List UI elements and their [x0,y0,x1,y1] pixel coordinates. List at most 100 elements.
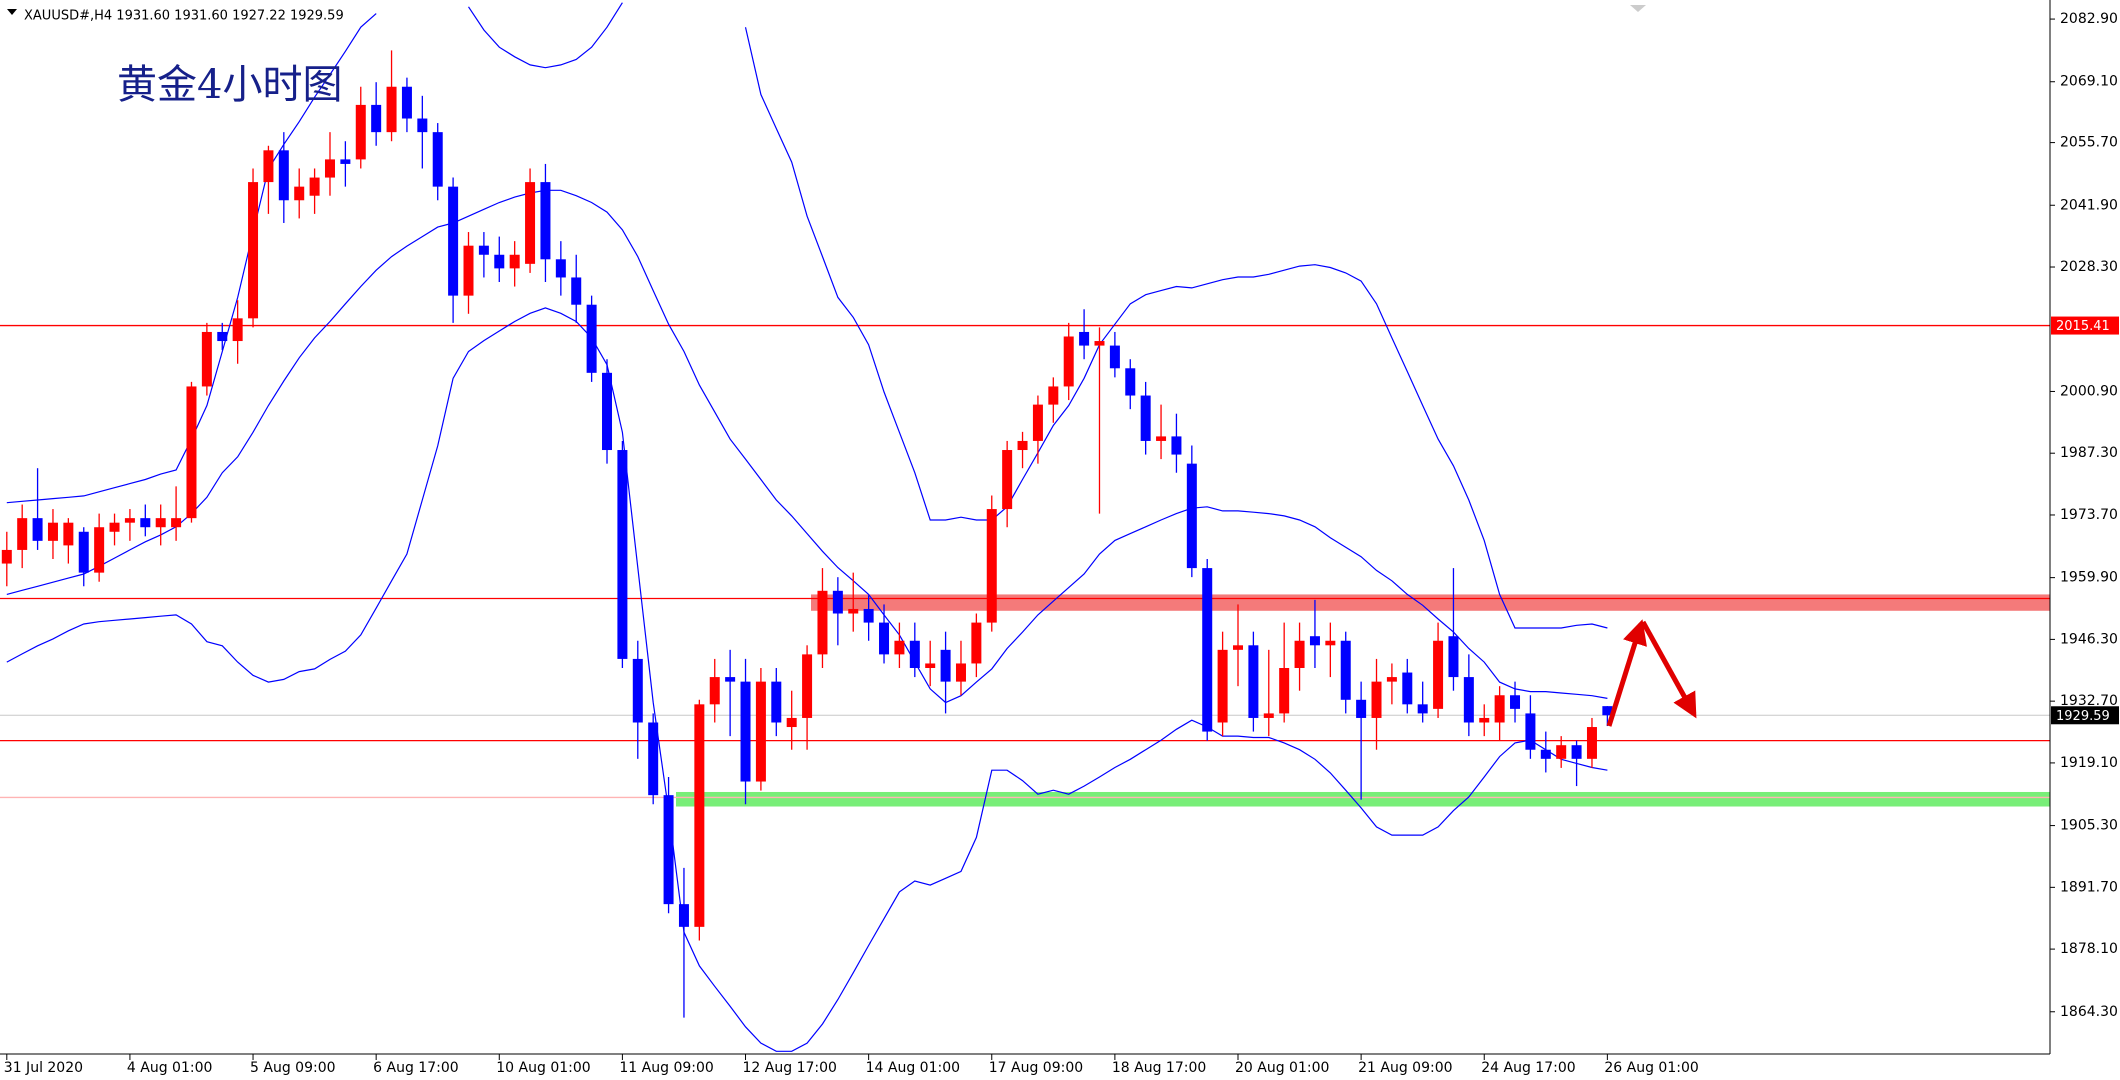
y-tick-label: 1891.70 [2060,879,2118,895]
candle-body [1140,395,1151,441]
candle-body [925,663,936,669]
candle-body [1094,341,1105,346]
candle-body [1186,463,1197,569]
candle-body [1309,636,1320,646]
candle-body [586,304,597,373]
x-tick-label: 24 Aug 17:00 [1481,1060,1575,1076]
candle-body [1571,745,1582,759]
candle-body [32,518,43,541]
candle-body [1202,568,1213,732]
last-price-label: 1929.59 [2056,709,2110,724]
candle-body [371,104,382,133]
candle-body [940,649,951,682]
y-tick-label: 1973.70 [2060,507,2118,523]
candle-body [309,177,320,196]
candle-body [1079,331,1090,346]
scroll-marker [1630,5,1646,12]
x-tick-label: 26 Aug 01:00 [1604,1060,1698,1076]
candle-body [740,681,751,782]
candle-body [201,331,212,387]
candle-body [1510,695,1521,709]
candle-body [1248,645,1259,718]
candle-body [1556,745,1567,759]
candle-body [879,622,890,655]
candle-body [17,518,28,550]
candle-body [47,522,58,541]
candle-body [955,663,966,682]
candle-body [217,331,228,342]
chart-title: XAUUSD#,H4 1931.60 1931.60 1927.22 1929.… [24,9,344,24]
candle-body [971,622,982,664]
candle-body [248,182,259,319]
candle-body [1002,450,1013,510]
candle-body [525,182,536,264]
plot-area [0,0,2050,1054]
y-tick-label: 1946.30 [2060,631,2118,647]
candle-body [602,372,613,451]
candle-body [678,904,689,927]
candle-body [817,590,828,655]
candle-body [478,245,489,255]
zone [676,791,2050,807]
candle-body [263,150,274,183]
candle-body [1017,440,1028,451]
y-tick-label: 2041.90 [2060,197,2118,213]
candle-body [1156,436,1167,441]
zone [811,594,2050,611]
candle-body [509,254,520,269]
y-tick-label: 1919.10 [2060,755,2118,771]
candle-body [1048,386,1059,405]
candle-body [632,658,643,723]
alert-price-box [2051,316,2119,335]
y-tick-label: 1878.10 [2060,941,2118,957]
candle-body [755,681,766,782]
candle-body [494,254,505,269]
arrow-down [1640,620,1697,719]
y-tick-label: 2000.90 [2060,383,2118,399]
candle-body [1602,706,1613,716]
candle-body [1125,368,1136,396]
y-tick-label: 2082.90 [2060,11,2118,27]
x-tick-label: 12 Aug 17:00 [743,1060,837,1076]
candle-body [417,118,428,133]
candle-body [140,518,151,528]
candle-body [1402,672,1413,705]
candle-body [78,531,89,573]
candle-body [1586,727,1597,759]
candle-body [401,86,412,119]
candle-body [555,259,566,278]
x-tick-label: 20 Aug 01:00 [1235,1060,1329,1076]
overlay-layer: XAUUSD#,H4 1931.60 1931.60 1927.22 1929.… [0,0,2051,1055]
candle-body [448,186,459,296]
candle-body [1463,677,1474,723]
candle-body [124,518,135,523]
menu-triangle [7,9,17,15]
y-tick-label: 1864.30 [2060,1004,2118,1020]
candle-body [1479,717,1490,723]
y-tick-label: 2069.10 [2060,74,2118,90]
candle-body [1263,713,1274,718]
candle-body [1294,640,1305,669]
candle-body [1325,640,1336,646]
candle-body [63,522,74,546]
candle-body [648,722,659,796]
candle-body [355,104,366,160]
candle-body [1525,713,1536,750]
candle-body [1279,668,1290,714]
y-tick-label: 1959.90 [2060,570,2118,586]
y-tick-label: 1905.30 [2060,818,2118,834]
candle-body [1171,436,1182,455]
candle-body [1494,695,1505,723]
candle-body [1433,640,1444,709]
candle-body [894,640,905,655]
candle-body [1340,640,1351,700]
y-tick-label: 1987.30 [2060,445,2118,461]
annotation: 黄金4小时图 [117,62,342,108]
candle-body [324,159,335,178]
candle-body [663,795,674,905]
candle-body [832,590,843,614]
y-tick-label: 1932.70 [2060,693,2118,709]
candle-body [848,608,859,614]
